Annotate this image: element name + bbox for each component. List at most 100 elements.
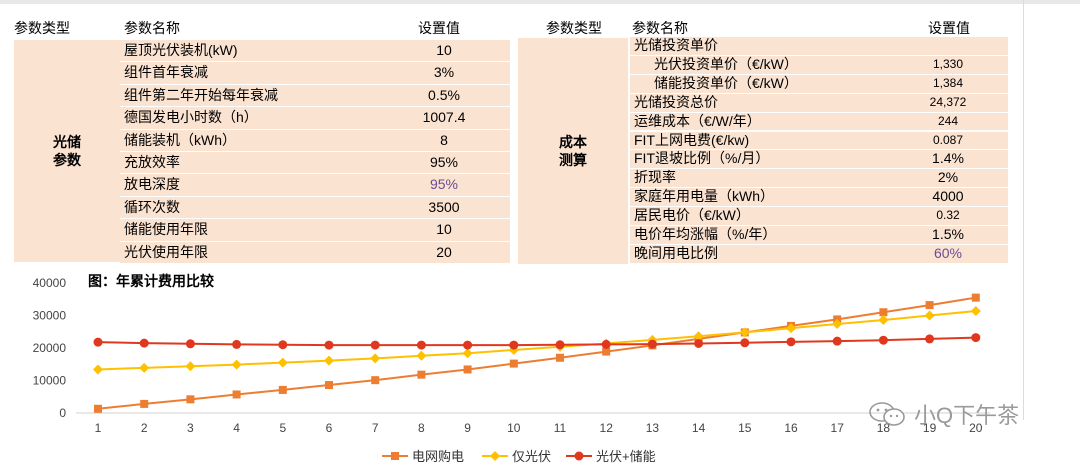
x-tick-label: 9 [464,421,471,435]
y-tick-label: 10000 [33,374,67,388]
header-type: 参数类型 [14,20,70,36]
watermark-text: 小Q下午茶 [914,403,1020,428]
data-point [93,364,103,375]
data-point [93,337,103,347]
legend-label: 仅光伏 [512,449,551,464]
y-tick-label: 0 [59,406,66,420]
data-point [277,357,288,368]
category-label: 光储 参数 [53,134,81,168]
param-name: 光伏投资单价（€/kW） [654,55,798,72]
param-value: 1.5% [932,226,964,242]
x-tick-label: 18 [877,421,891,435]
data-point [786,323,796,334]
category-cell: 成本 测算 [518,38,628,264]
series-square [94,293,980,413]
data-point [602,347,611,356]
x-axis: 1 2 3 4 5 6 7 8 9 10 11 12 13 14 15 16 17 18 19 20 [76,412,990,435]
data-point [924,310,935,321]
param-name: 德国发电小时数（h） [124,109,258,126]
watermark: 小Q下午茶 [868,398,1019,430]
data-point [232,339,242,349]
header-type: 参数类型 [546,20,602,36]
data-point [556,353,564,362]
data-point [509,359,518,368]
legend-item: 仅光伏 [482,449,551,464]
data-point [325,381,333,390]
data-point [416,350,427,361]
x-tick-label: 4 [233,421,240,435]
wechat-icon [869,402,905,426]
table-row: FIT上网电费(€/kw) 0.087 [630,131,1008,150]
right-border [1023,0,1024,420]
top-border [0,0,1080,4]
table-row: 光储投资总价 24,372 [630,93,1008,112]
table-row: 充放效率 95% [120,152,510,174]
param-value: 0.5% [428,86,460,103]
x-tick-label: 13 [646,421,660,435]
y-tick-label: 20000 [33,341,67,355]
y-tick-label: 40000 [33,276,67,290]
param-name: 晚间用电比例 [634,244,718,261]
data-point [694,338,704,348]
table-row: 运维成本（€/W/年） 244 [630,112,1008,131]
param-value: 1,330 [932,56,964,71]
table-row: 德国发电小时数（h） 1007.4 [120,107,510,129]
param-value: 2% [937,169,959,186]
table-row: 储能投资单价（€/kW） 1,384 [630,74,1008,93]
param-name: 居民电价（€/kW） [634,207,750,224]
table-row: 光储投资单价 [630,37,1008,55]
header-name: 参数名称 [632,20,688,36]
param-name: 放电深度 [124,176,180,193]
series-line [97,296,976,410]
data-point [463,340,473,350]
x-tick-label: 6 [326,421,333,435]
legend-item: 电网购电 [382,449,464,464]
data-point [878,315,889,326]
data-point [94,404,102,413]
data-point [324,355,334,366]
data-point [371,376,380,385]
x-tick-label: 5 [279,421,286,435]
data-point [786,337,796,347]
param-name: 家庭年用电量（kWh） [634,188,774,205]
x-tick-label: 8 [418,421,425,435]
x-tick-label: 11 [554,421,567,435]
param-value: 3500 [428,198,460,215]
table-row: 居民电价（€/kW） 0.32 [630,207,1008,225]
x-tick-label: 20 [969,421,983,435]
param-name: 光储投资单价 [634,37,718,53]
param-value: 1007.4 [422,109,466,126]
x-tick-label: 19 [923,421,937,435]
table-row: 组件首年衰减 3% [120,62,510,84]
legend-label: 电网购电 [412,449,464,464]
legend: 电网购电 仅光伏 光伏+储能 [382,449,656,464]
param-name: 组件第二年开始每年衰减 [124,86,278,103]
series-circle [93,333,981,350]
param-name: 光储投资总价 [634,93,718,110]
data-point [555,340,565,350]
param-value: 0.087 [932,132,964,147]
right-parameter-table: 参数类型 参数名称 设置值 成本 测算 光储投资单价 光伏投资单价（€/kW） 1,… [518,18,1014,264]
param-value: 1,384 [932,75,964,90]
param-value: 3% [433,64,455,81]
data-point [971,333,981,343]
x-tick-label: 10 [507,421,521,435]
data-point [739,327,750,338]
param-name: 储能使用年限 [124,221,208,238]
data-point [186,395,195,404]
data-point [278,385,287,394]
left-parameter-table: 参数类型 参数名称 设置值 光储 参数 屋顶光伏装机(kW) 10 组件首年衰减 3%… [14,18,510,263]
table-row: 家庭年用电量（kWh） 4000 [630,188,1008,207]
data-point [417,370,426,379]
param-value: 0.32 [936,208,960,223]
data-point [693,331,704,342]
header-value: 设置值 [418,20,460,36]
param-value: 1.4% [932,150,964,167]
data-point [232,390,241,399]
x-tick-label: 14 [692,421,706,435]
data-point [139,362,150,373]
param-value: 95% [429,176,459,193]
data-point [925,334,935,344]
table-row: 组件第二年开始每年衰减 0.5% [120,84,510,107]
param-value: 95% [429,154,459,170]
